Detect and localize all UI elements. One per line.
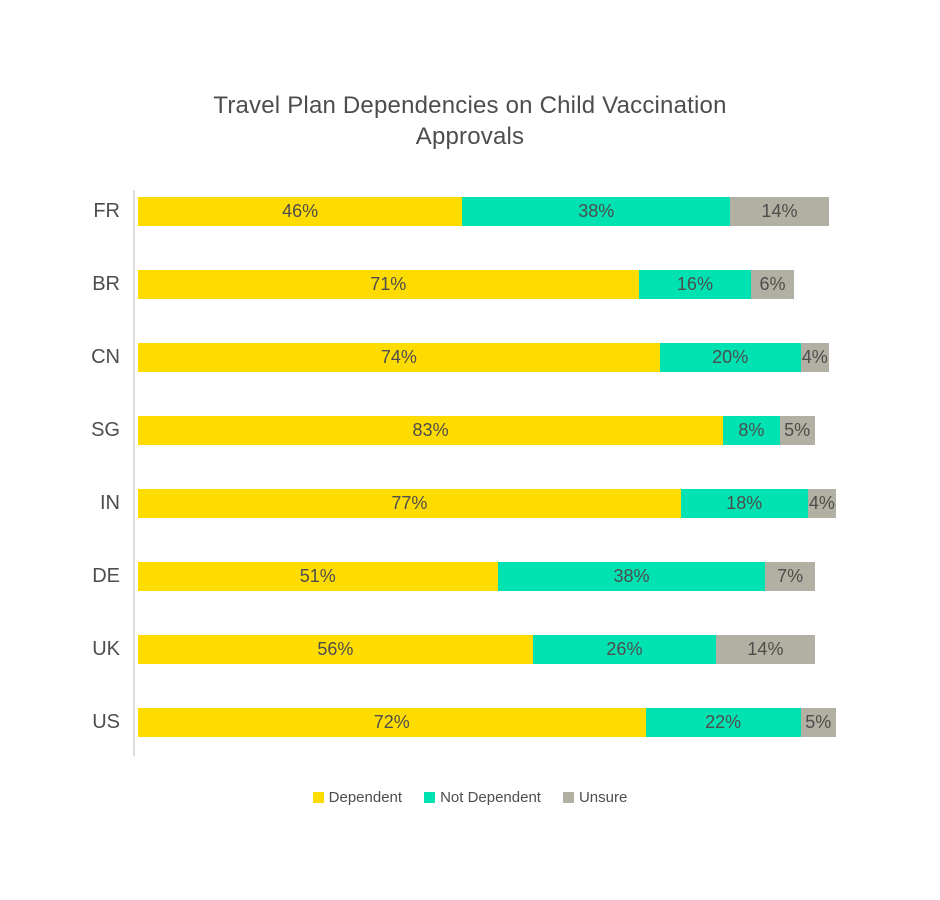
- legend-swatch-not-dependent: [424, 792, 436, 803]
- bar-segment-not-dependent: 16%: [638, 270, 752, 299]
- segment-value-label: 6%: [759, 274, 786, 294]
- legend-label: Not Dependent: [440, 789, 541, 806]
- bar-segment-not-dependent: 38%: [462, 197, 731, 226]
- bar-segment-unsure: 5%: [779, 416, 815, 445]
- bar-segment-not-dependent: 20%: [659, 343, 801, 372]
- stacked-bar: 71% 16% 6%: [138, 270, 794, 299]
- y-axis-line: [133, 190, 135, 756]
- bar-segment-not-dependent: 26%: [532, 635, 717, 664]
- category-label: BR: [92, 273, 120, 295]
- category-label: IN: [100, 492, 120, 514]
- chart-rows: FR 46% 38% 14% BR 71% 16% 6% CN 74% 20% 4% SG 83% 8% 5%…: [0, 175, 940, 759]
- segment-value-label: 38%: [578, 201, 615, 221]
- segment-value-label: 71%: [370, 274, 407, 294]
- bar-segment-dependent: 46%: [138, 197, 463, 226]
- segment-value-label: 14%: [761, 201, 798, 221]
- legend-item-dependent: Dependent: [312, 789, 403, 806]
- segment-value-label: 5%: [805, 712, 832, 732]
- segment-value-label: 4%: [801, 347, 828, 367]
- bar-segment-not-dependent: 18%: [680, 489, 808, 518]
- bar-segment-unsure: 14%: [730, 197, 829, 226]
- bar-segment-unsure: 14%: [716, 635, 815, 664]
- bar-row: UK 56% 26% 14%: [0, 613, 940, 686]
- segment-value-label: 51%: [299, 566, 336, 586]
- category-label: CN: [91, 346, 120, 368]
- segment-value-label: 8%: [738, 420, 765, 440]
- bar-segment-dependent: 56%: [138, 635, 533, 664]
- bar-row: US 72% 22% 5%: [0, 686, 940, 759]
- stacked-bar: 72% 22% 5%: [138, 708, 836, 737]
- category-label: UK: [92, 638, 120, 660]
- bar-segment-not-dependent: 38%: [497, 562, 766, 591]
- bar-row: FR 46% 38% 14%: [0, 175, 940, 248]
- legend-swatch-unsure: [562, 792, 574, 803]
- segment-value-label: 16%: [676, 274, 713, 294]
- category-label: FR: [93, 200, 120, 222]
- segment-value-label: 72%: [373, 712, 410, 732]
- legend-label: Dependent: [328, 789, 403, 806]
- segment-value-label: 18%: [726, 493, 763, 513]
- bar-segment-dependent: 83%: [138, 416, 724, 445]
- bar-row: SG 83% 8% 5%: [0, 394, 940, 467]
- bar-segment-unsure: 7%: [765, 562, 815, 591]
- bar-row: DE 51% 38% 7%: [0, 540, 940, 613]
- segment-value-label: 5%: [784, 420, 811, 440]
- category-label: DE: [92, 565, 120, 587]
- bar-segment-dependent: 51%: [138, 562, 498, 591]
- stacked-bar: 51% 38% 7%: [138, 562, 815, 591]
- segment-value-label: 14%: [747, 639, 784, 659]
- category-label: US: [92, 711, 120, 733]
- bar-row: IN 77% 18% 4%: [0, 467, 940, 540]
- bar-segment-unsure: 4%: [807, 489, 836, 518]
- segment-value-label: 20%: [712, 347, 749, 367]
- bar-segment-dependent: 74%: [138, 343, 660, 372]
- legend-swatch-dependent: [312, 792, 324, 803]
- bar-segment-dependent: 77%: [138, 489, 681, 518]
- segment-value-label: 74%: [380, 347, 417, 367]
- bar-row: BR 71% 16% 6%: [0, 248, 940, 321]
- stacked-bar: 46% 38% 14%: [138, 197, 829, 226]
- segment-value-label: 4%: [808, 493, 835, 513]
- bar-segment-dependent: 71%: [138, 270, 639, 299]
- chart-title: Travel Plan Dependencies on Child Vaccin…: [213, 92, 727, 150]
- bar-segment-dependent: 72%: [138, 708, 646, 737]
- bar-segment-unsure: 6%: [751, 270, 794, 299]
- bar-row: CN 74% 20% 4%: [0, 321, 940, 394]
- stacked-bar: 83% 8% 5%: [138, 416, 815, 445]
- bar-segment-not-dependent: 22%: [645, 708, 801, 737]
- chart-legend: Dependent Not Dependent Unsure: [0, 789, 940, 806]
- legend-item-not-dependent: Not Dependent: [424, 789, 541, 806]
- category-label: SG: [91, 419, 120, 441]
- segment-value-label: 38%: [613, 566, 650, 586]
- segment-value-label: 83%: [412, 420, 449, 440]
- bar-segment-unsure: 5%: [800, 708, 836, 737]
- stacked-bar: 74% 20% 4%: [138, 343, 829, 372]
- legend-item-unsure: Unsure: [562, 789, 628, 806]
- segment-value-label: 22%: [705, 712, 742, 732]
- segment-value-label: 77%: [391, 493, 428, 513]
- bar-segment-not-dependent: 8%: [723, 416, 780, 445]
- stacked-bar: 77% 18% 4%: [138, 489, 836, 518]
- segment-value-label: 46%: [282, 201, 319, 221]
- segment-value-label: 26%: [606, 639, 643, 659]
- legend-label: Unsure: [578, 789, 628, 806]
- segment-value-label: 56%: [317, 639, 354, 659]
- bar-segment-unsure: 4%: [800, 343, 829, 372]
- segment-value-label: 7%: [777, 566, 804, 586]
- stacked-bar: 56% 26% 14%: [138, 635, 815, 664]
